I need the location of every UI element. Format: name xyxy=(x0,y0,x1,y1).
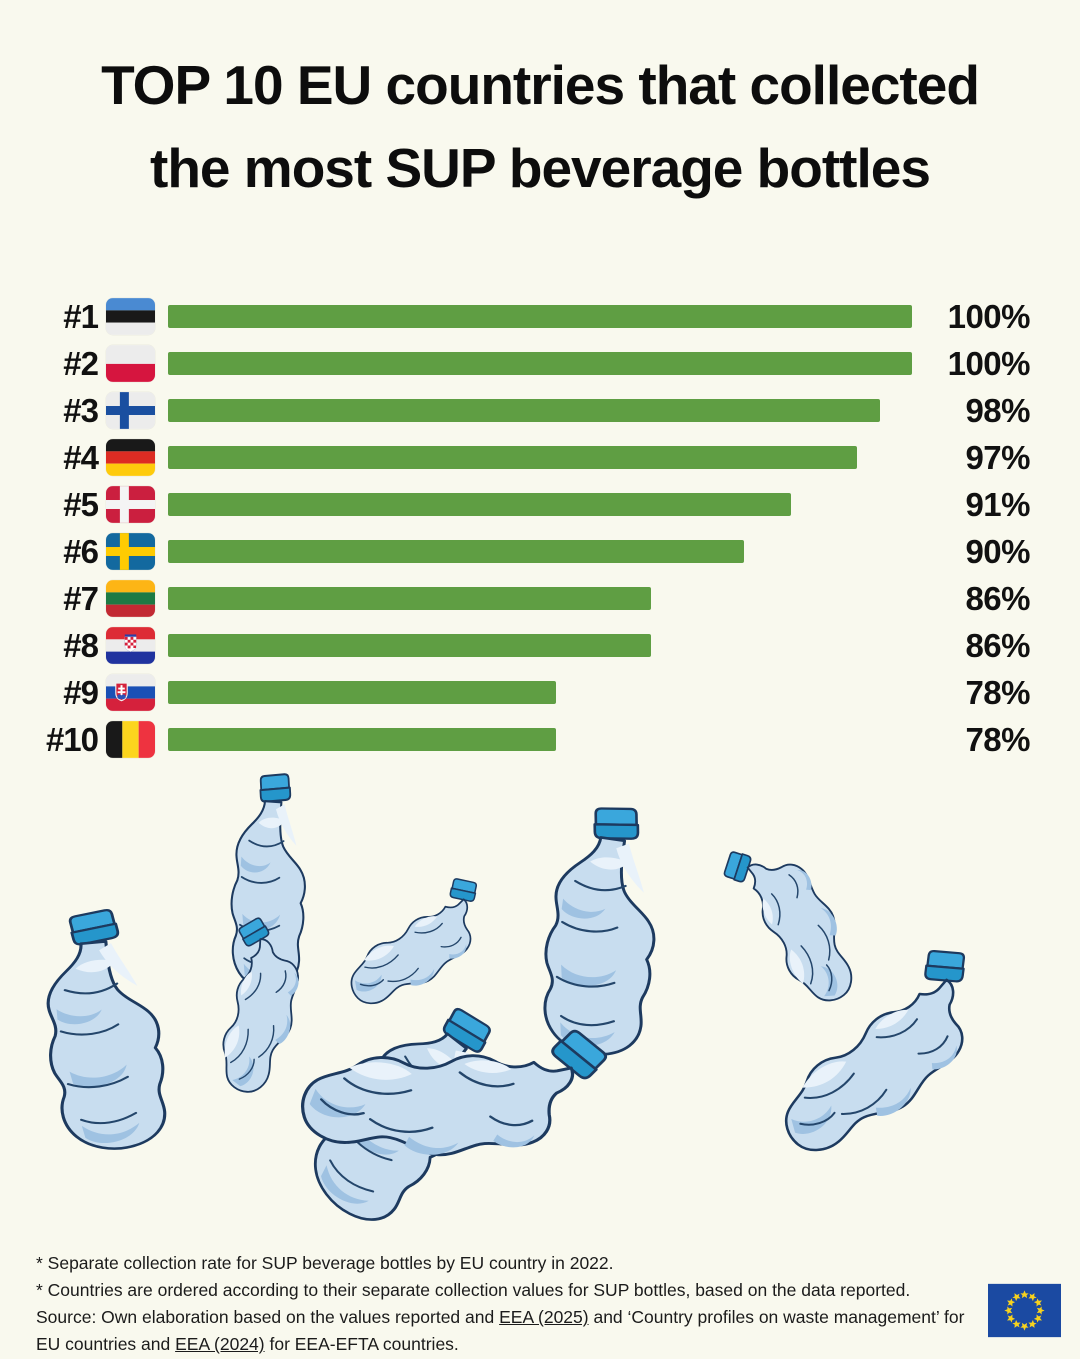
source-suffix: for EEA-EFTA countries. xyxy=(264,1334,459,1355)
finland-flag-icon xyxy=(106,392,155,429)
crushed-bottle xyxy=(718,832,855,1017)
bar-track xyxy=(168,493,912,516)
value-label: 100% xyxy=(947,297,1031,335)
croatia-flag-icon xyxy=(106,627,155,664)
rank-label: #9 xyxy=(63,673,99,711)
chart-row-denmark: #5 91% xyxy=(40,481,1031,528)
lithuania-flag-icon xyxy=(106,580,155,617)
collection-bar xyxy=(168,540,744,563)
crushed-bottle xyxy=(744,937,1015,1160)
estonia-flag-icon xyxy=(106,298,155,335)
rank-label: #7 xyxy=(63,579,99,617)
value-label: 100% xyxy=(947,344,1031,382)
rank-label: #5 xyxy=(63,485,99,523)
crushed-bottle xyxy=(329,872,503,1009)
belgium-flag-icon xyxy=(106,721,155,758)
rank-label: #1 xyxy=(63,297,99,335)
bar-track xyxy=(168,728,912,751)
sweden-flag-icon xyxy=(106,533,155,570)
crushed-bottle xyxy=(38,906,169,1154)
rank-label: #3 xyxy=(63,391,99,429)
rank-label: #6 xyxy=(63,532,99,570)
collection-bar xyxy=(168,587,651,610)
source-note: Source: Own elaboration based on the val… xyxy=(36,1304,971,1358)
page-title-line2: the most SUP beverage bottles xyxy=(150,136,931,199)
germany-flag-icon xyxy=(106,439,155,476)
collection-bar xyxy=(168,493,791,516)
poland-flag-icon xyxy=(106,345,155,382)
collection-bar xyxy=(168,305,912,328)
value-label: 91% xyxy=(965,485,1030,523)
value-label: 78% xyxy=(965,673,1030,711)
bar-track xyxy=(168,352,912,375)
value-label: 86% xyxy=(965,626,1030,664)
bar-track xyxy=(168,446,912,469)
bar-track xyxy=(168,540,912,563)
bar-track xyxy=(168,587,912,610)
chart-row-croatia: #8 86% xyxy=(40,622,1031,669)
footnote-2: * Countries are ordered according to the… xyxy=(36,1280,911,1301)
bar-track xyxy=(168,305,912,328)
collection-bar xyxy=(168,352,912,375)
value-label: 90% xyxy=(965,532,1030,570)
page-title: TOP 10 EU countries that collected the m… xyxy=(0,44,1080,209)
value-label: 98% xyxy=(965,391,1030,429)
rank-label: #2 xyxy=(63,344,99,382)
chart-row-poland: #2 100% xyxy=(40,340,1031,387)
collection-bar xyxy=(168,728,556,751)
value-label: 86% xyxy=(965,579,1030,617)
crushed-bottle xyxy=(533,799,673,1060)
page-title-line1: TOP 10 EU countries that collected xyxy=(101,54,980,116)
bar-track xyxy=(168,634,912,657)
denmark-flag-icon xyxy=(106,486,155,523)
rank-label: #10 xyxy=(45,720,99,758)
eu-flag-icon xyxy=(988,1283,1061,1338)
rank-label: #8 xyxy=(63,626,99,664)
footnote-1: * Separate collection rate for SUP bever… xyxy=(36,1253,614,1273)
source-prefix: Source: Own elaboration based on the val… xyxy=(36,1307,500,1328)
chart-row-germany: #4 97% xyxy=(40,434,1031,481)
chart-row-slovakia: #9 78% xyxy=(40,669,1031,716)
bar-track xyxy=(168,681,912,704)
chart-row-lithuania: #7 86% xyxy=(40,575,1031,622)
footnotes: * Separate collection rate for SUP bever… xyxy=(36,1250,971,1359)
chart-row-belgium: #10 78% xyxy=(40,716,1031,763)
eea-2025-link[interactable]: EEA (2025) xyxy=(499,1307,589,1328)
collection-bar xyxy=(168,399,880,422)
bar-track xyxy=(168,399,912,422)
value-label: 97% xyxy=(965,438,1030,476)
value-label: 78% xyxy=(965,720,1030,758)
source-mid: and ‘Country profiles on waste managemen… xyxy=(36,1307,965,1355)
chart-row-sweden: #6 90% xyxy=(40,528,1031,575)
rank-label: #4 xyxy=(63,438,99,476)
crushed-bottle xyxy=(168,910,335,1099)
bar-chart: #1 100% #2 100% #3 98% #4 97% #5 91% #6 xyxy=(40,293,1031,763)
eea-2024-link[interactable]: EEA (2024) xyxy=(175,1334,265,1355)
collection-bar xyxy=(168,681,556,704)
slovakia-flag-icon xyxy=(106,674,155,711)
chart-row-estonia: #1 100% xyxy=(40,293,1031,340)
crushed-plastic-bottles-illustration xyxy=(0,758,1080,1270)
collection-bar xyxy=(168,446,857,469)
chart-row-finland: #3 98% xyxy=(40,387,1031,434)
collection-bar xyxy=(168,634,651,657)
